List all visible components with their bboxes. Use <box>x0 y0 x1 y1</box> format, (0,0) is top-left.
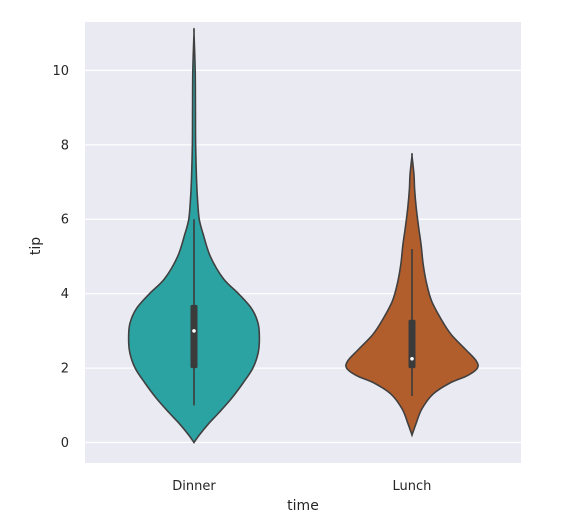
iqr-box-lunch <box>408 319 416 369</box>
y-tick-label: 6 <box>61 213 69 228</box>
y-tick-labels: 0 2 4 6 8 10 <box>52 64 69 451</box>
y-tick-label: 10 <box>52 64 69 79</box>
violins <box>127 27 479 444</box>
x-tick-label-lunch: Lunch <box>393 479 432 494</box>
y-tick-label: 4 <box>61 287 69 302</box>
iqr-box-dinner <box>190 304 198 369</box>
plot-background <box>85 22 521 463</box>
x-tick-label-dinner: Dinner <box>172 479 216 494</box>
median-marker-dinner <box>192 329 196 333</box>
y-tick-label: 8 <box>61 138 69 153</box>
x-axis-label: time <box>287 498 319 514</box>
y-tick-label: 0 <box>61 436 69 451</box>
y-tick-label: 2 <box>61 362 69 377</box>
x-tick-labels: Dinner Lunch <box>172 479 431 494</box>
median-marker-lunch <box>410 356 414 361</box>
y-axis-label: tip <box>28 237 44 255</box>
